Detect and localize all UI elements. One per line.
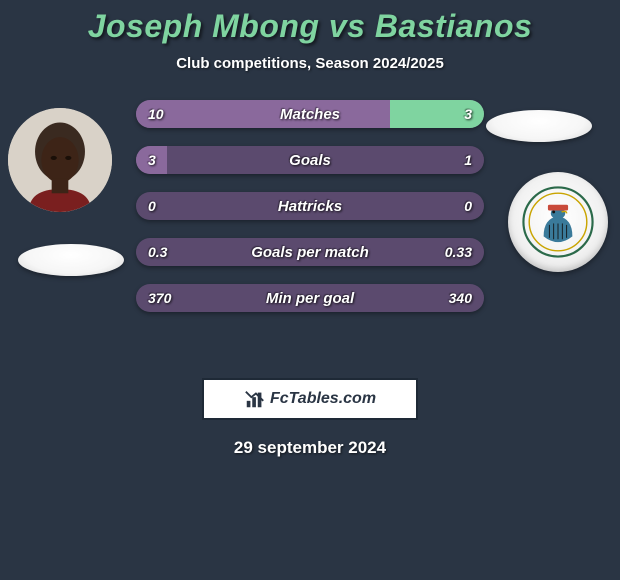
stat-value-right: 3 xyxy=(464,100,472,128)
stat-bars: 10Matches33Goals10Hattricks00.3Goals per… xyxy=(136,100,484,330)
stat-value-right: 340 xyxy=(449,284,472,312)
source-logo-text: FcTables.com xyxy=(270,390,376,408)
stat-label: Min per goal xyxy=(136,284,484,312)
badge-placeholder-right xyxy=(486,110,592,142)
stat-value-right: 0 xyxy=(464,192,472,220)
player-right-badge xyxy=(508,172,608,272)
comparison-area: 10Matches33Goals10Hattricks00.3Goals per… xyxy=(0,100,620,360)
stat-row: 0.3Goals per match0.33 xyxy=(136,238,484,266)
player-left-avatar xyxy=(8,108,112,212)
page-title: Joseph Mbong vs Bastianos xyxy=(0,8,620,45)
stat-label: Goals per match xyxy=(136,238,484,266)
stat-row: 3Goals1 xyxy=(136,146,484,174)
badge-placeholder-left xyxy=(18,244,124,276)
stat-label: Goals xyxy=(136,146,484,174)
date-text: 29 september 2024 xyxy=(0,438,620,458)
person-icon xyxy=(8,108,112,212)
stat-row: 10Matches3 xyxy=(136,100,484,128)
stat-value-right: 1 xyxy=(464,146,472,174)
subtitle: Club competitions, Season 2024/2025 xyxy=(0,55,620,72)
stat-label: Hattricks xyxy=(136,192,484,220)
club-crest-icon xyxy=(522,186,594,258)
source-logo: FcTables.com xyxy=(202,378,418,420)
stat-row: 370Min per goal340 xyxy=(136,284,484,312)
bar-chart-icon xyxy=(244,388,266,410)
stat-label: Matches xyxy=(136,100,484,128)
stat-value-right: 0.33 xyxy=(445,238,472,266)
stat-row: 0Hattricks0 xyxy=(136,192,484,220)
